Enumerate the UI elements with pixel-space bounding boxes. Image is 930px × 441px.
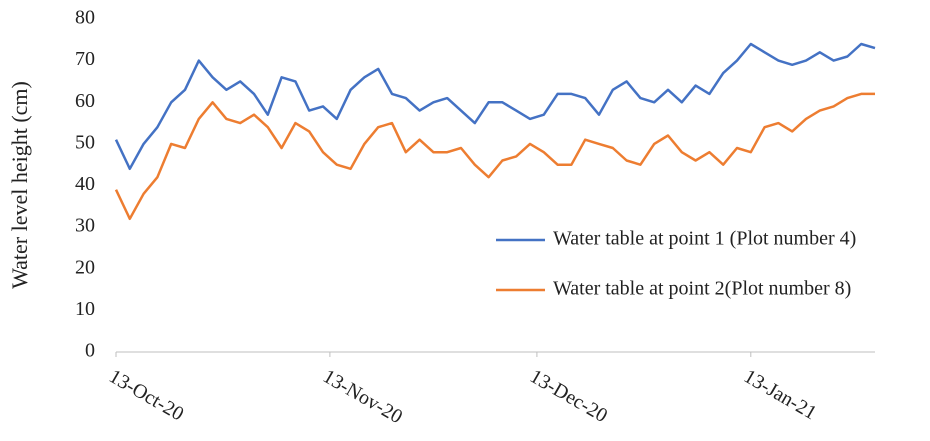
y-tick-label: 0 xyxy=(85,340,95,362)
legend-label: Water table at point 1 (Plot number 4) xyxy=(553,228,856,250)
x-tick-label: 13-Dec-20 xyxy=(526,365,611,427)
legend-label: Water table at point 2(Plot number 8) xyxy=(553,278,851,300)
data-line xyxy=(114,92,875,221)
y-tick-label: 20 xyxy=(75,256,95,278)
x-tick-label: 13-Nov-20 xyxy=(319,365,406,428)
y-tick-label: 60 xyxy=(75,90,95,112)
y-tick-label: 40 xyxy=(75,173,95,195)
y-tick-label: 70 xyxy=(75,48,95,70)
y-axis-title: Water level height (cm) xyxy=(7,81,32,289)
y-tick-label: 10 xyxy=(75,298,95,320)
x-tick-label: 13-Oct-20 xyxy=(105,365,187,425)
y-tick-label: 80 xyxy=(75,7,95,29)
y-tick-label: 50 xyxy=(75,131,95,153)
data-line xyxy=(114,42,876,171)
y-tick-label: 30 xyxy=(75,215,95,237)
x-tick-label: 13-Jan-21 xyxy=(740,365,820,424)
